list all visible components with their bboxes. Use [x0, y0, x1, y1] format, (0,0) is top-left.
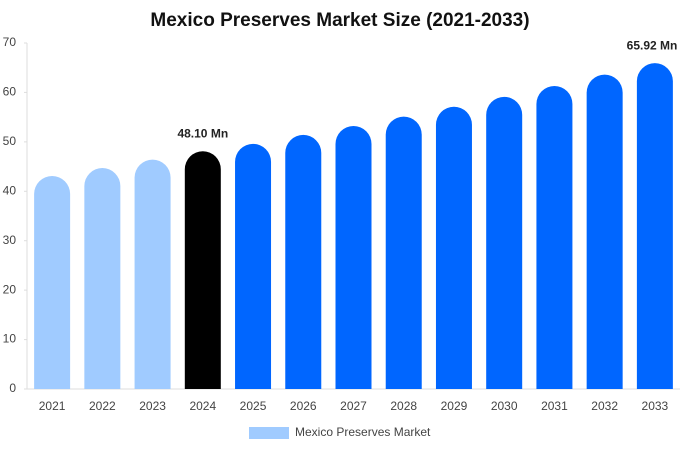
y-tick-label: 70 [3, 35, 17, 49]
legend-label: Mexico Preserves Market [295, 425, 431, 439]
x-tick-label: 2029 [441, 399, 468, 413]
y-tick-label: 20 [3, 282, 17, 296]
bar [335, 126, 372, 390]
value-label: 65.92 Mn [627, 38, 678, 52]
bar [586, 74, 623, 390]
y-tick-label: 60 [3, 85, 17, 99]
bar [34, 175, 71, 389]
bar [536, 86, 573, 389]
bar [636, 63, 673, 389]
chart-title: Mexico Preserves Market Size (2021-2033) [150, 10, 529, 31]
bar [184, 151, 221, 389]
bar [134, 159, 171, 389]
y-tick-label: 30 [3, 233, 17, 247]
value-label: 48.10 Mn [177, 126, 228, 140]
x-tick-label: 2030 [491, 399, 518, 413]
x-tick-label: 2032 [591, 399, 618, 413]
bar [84, 168, 121, 389]
legend-swatch [249, 427, 289, 439]
y-tick-label: 10 [3, 332, 17, 346]
bar [285, 134, 322, 389]
x-tick-label: 2024 [189, 399, 216, 413]
y-tick-label: 40 [3, 183, 17, 197]
x-tick-label: 2026 [290, 399, 317, 413]
y-tick-label: 50 [3, 134, 17, 148]
x-tick-label: 2027 [340, 399, 367, 413]
x-tick-label: 2021 [39, 399, 66, 413]
bar [385, 116, 422, 390]
x-tick-label: 2033 [642, 399, 669, 413]
x-tick-label: 2025 [240, 399, 267, 413]
x-tick-label: 2031 [541, 399, 568, 413]
x-tick-label: 2023 [139, 399, 166, 413]
bar [435, 106, 472, 390]
bar [235, 143, 272, 389]
x-tick-label: 2022 [89, 399, 116, 413]
y-tick-label: 0 [9, 381, 16, 395]
x-tick-label: 2028 [390, 399, 417, 413]
bar [486, 96, 523, 390]
